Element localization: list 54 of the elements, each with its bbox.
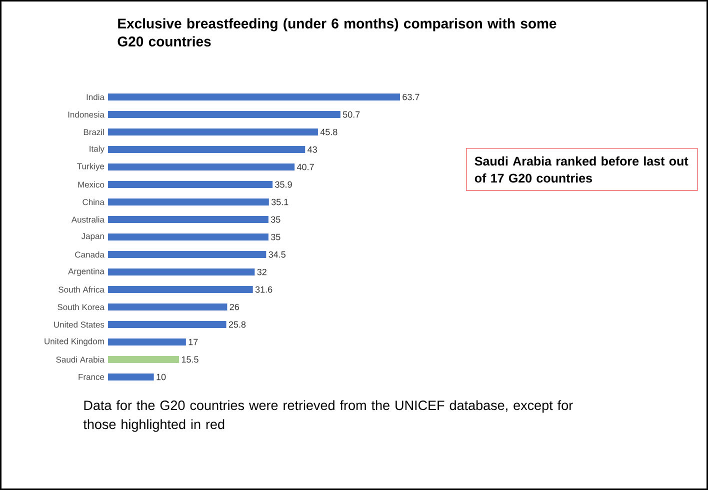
- y-tick-label: United Kingdom: [44, 338, 104, 346]
- y-tick-label: South Africa: [58, 286, 104, 293]
- bar: [108, 198, 269, 206]
- y-tick-label: France: [78, 374, 104, 380]
- data-label: 43: [308, 146, 317, 153]
- data-label: 35.1: [271, 198, 288, 206]
- data-label: 15.5: [182, 356, 198, 363]
- data-label: 10: [156, 374, 166, 380]
- data-label: 45.8: [320, 128, 338, 136]
- y-tick-label: Canada: [75, 251, 104, 258]
- data-label: 31.6: [255, 286, 272, 293]
- y-tick-label: Brazil: [84, 128, 104, 136]
- data-label: 35: [270, 216, 280, 223]
- y-tick-label: Turkiye: [77, 163, 104, 171]
- y-tick-label: United States: [54, 321, 104, 328]
- data-label: 25.8: [228, 321, 246, 328]
- data-label: 35: [270, 234, 280, 240]
- bar: [108, 234, 268, 241]
- y-tick-label: Indonesia: [68, 111, 104, 118]
- bar: [108, 251, 266, 258]
- bar: [108, 216, 268, 224]
- y-tick-label: Japan: [81, 233, 104, 241]
- bar: [108, 181, 273, 188]
- data-label: 26: [230, 304, 240, 310]
- bar: [108, 338, 186, 346]
- bar: [108, 268, 255, 276]
- y-tick-label: China: [82, 198, 104, 206]
- bar: [108, 94, 400, 101]
- y-tick-label: South Korea: [58, 304, 104, 310]
- data-label: 34.5: [268, 251, 286, 258]
- y-tick-label: Australia: [71, 216, 104, 223]
- data-label: 63.7: [402, 94, 420, 100]
- bar: [108, 146, 306, 154]
- y-tick-label: India: [86, 94, 104, 100]
- data-label: 35.9: [275, 181, 292, 188]
- data-label: 32: [257, 268, 266, 276]
- y-tick-label: Argentina: [68, 268, 104, 276]
- bar: [108, 321, 226, 328]
- text: Saudi Arabia ranked before last out of 17 G20 countries: [474, 156, 688, 183]
- bar: [108, 374, 154, 381]
- data-label: 17: [188, 338, 198, 346]
- bar: [108, 356, 180, 364]
- bar: [108, 111, 340, 118]
- bar: [108, 128, 318, 136]
- chart-title: Exclusive breastfeeding (under 6 months) comparison with some G20 countries: [118, 18, 556, 46]
- y-tick-label: Mexico: [78, 181, 104, 188]
- y-tick-label: Saudi Arabia: [56, 356, 104, 363]
- bar: [108, 304, 228, 311]
- data-label: 40.7: [296, 164, 314, 170]
- bar: [108, 286, 253, 294]
- bar: [108, 164, 295, 171]
- text: Data for the G20 countries were retrieved from the UNICEF database, except for those highlighted in red: [83, 400, 573, 432]
- y-tick-label: Italy: [90, 146, 104, 154]
- data-label: 50.7: [342, 111, 360, 118]
